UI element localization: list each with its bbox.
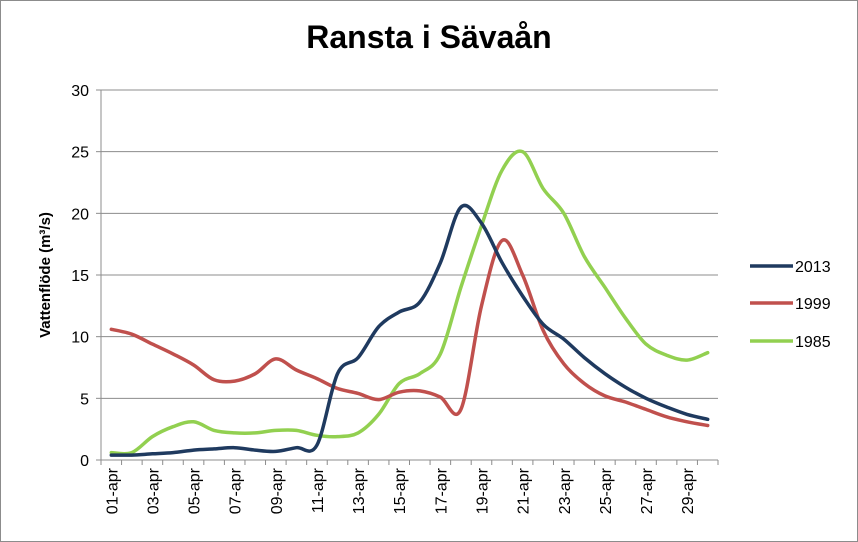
x-tick-label: 09-apr	[269, 467, 286, 514]
x-tick-label: 27-apr	[639, 467, 656, 514]
legend-label-2013: 2013	[795, 259, 831, 276]
legend-label-1999: 1999	[795, 296, 831, 313]
x-tick-label: 15-apr	[392, 467, 409, 514]
x-tick-label: 17-apr	[433, 467, 450, 514]
x-tick-label: 25-apr	[598, 467, 615, 514]
y-tick-label: 0	[80, 453, 89, 470]
y-tick-label: 20	[71, 206, 89, 223]
y-tick-label: 25	[71, 145, 89, 162]
x-tick-label: 01-apr	[104, 467, 121, 514]
x-tick-label: 29-apr	[680, 467, 697, 514]
x-tick-label: 05-apr	[187, 467, 204, 514]
legend-label-1985: 1985	[795, 334, 831, 351]
x-tick-label: 03-apr	[145, 467, 162, 514]
x-tick-label: 13-apr	[351, 467, 368, 514]
y-tick-label: 15	[71, 268, 89, 285]
x-tick-label: 11-apr	[310, 467, 327, 513]
axes	[96, 89, 719, 465]
x-tick-label: 07-apr	[228, 467, 245, 514]
legend: 2013 1999 1985	[750, 259, 831, 351]
series-line-1985	[109, 149, 710, 456]
chart-title: Ransta i Sävaån	[306, 19, 552, 55]
y-axis-title: Vattenflöde (m³/s)	[37, 212, 54, 338]
y-tick-label: 5	[80, 391, 89, 408]
x-tick-label: 21-apr	[516, 467, 533, 514]
gridlines	[101, 89, 718, 461]
y-tick-labels: 0 5 10 15 20 25 30	[71, 83, 89, 470]
series-lines	[109, 149, 710, 457]
y-tick-label: 10	[71, 330, 89, 347]
x-tick-labels: 01-apr 03-apr 05-apr 07-apr 09-apr 11-apr 13-a…	[104, 467, 697, 514]
series-line-2013	[109, 203, 710, 457]
y-tick-label: 30	[71, 83, 89, 100]
x-tick-label: 19-apr	[474, 467, 491, 514]
x-tick-label: 23-apr	[557, 467, 574, 514]
series-line-1999	[109, 238, 710, 428]
